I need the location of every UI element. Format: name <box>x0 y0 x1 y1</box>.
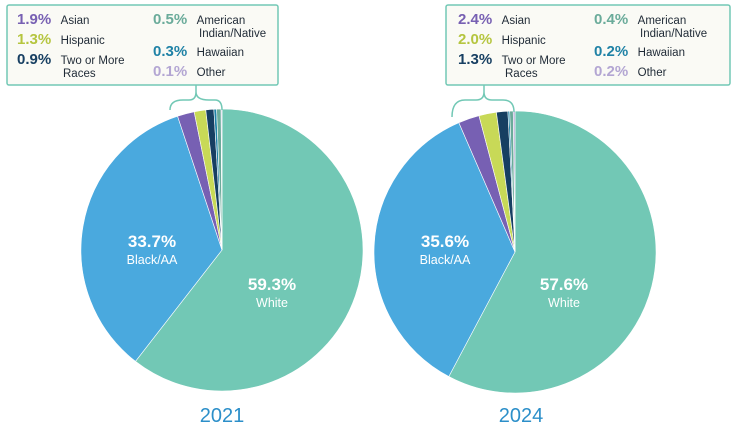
legend-item-two-more-2021: 0.9% Two or More <box>17 51 125 68</box>
pie-slices-2021 <box>80 108 364 392</box>
legend-item-two-more-line2-2021: Races <box>63 68 96 80</box>
legend-item-two-more-line2-2024: Races <box>505 68 538 80</box>
legend-item-asian-2021: 1.9% Asian <box>17 11 89 28</box>
year-label-2021: 2021 <box>200 405 245 427</box>
legend-item-american-2024: 0.4% American <box>594 11 686 28</box>
pie-chart-2021: 1.9% Asian 1.3% Hispanic 0.9% Two or Mor… <box>6 4 364 427</box>
pie-chart-2024: 2.4% Asian 2.0% Hispanic 1.3% Two or Mor… <box>373 4 731 427</box>
pie-slice-white-2024 <box>448 110 657 394</box>
white-pct-label-2024: 57.6% <box>540 275 588 294</box>
legend-item-american-2021: 0.5% American <box>153 11 245 28</box>
legend-item-other-2024: 0.2% Other <box>594 63 667 80</box>
black-name-label-2024: Black/AA <box>420 253 471 267</box>
legend-item-other-2021: 0.1% Other <box>153 63 226 80</box>
legend-item-hispanic-2024: 2.0% Hispanic <box>458 31 546 48</box>
white-pct-label-2021: 59.3% <box>248 275 296 294</box>
year-label-2024: 2024 <box>499 405 544 427</box>
white-name-label-2024: White <box>548 296 580 310</box>
white-name-label-2021: White <box>256 296 288 310</box>
legend-item-hispanic-2021: 1.3% Hispanic <box>17 31 105 48</box>
pie-slice-black-aa-2024 <box>373 122 516 377</box>
pie-slice-black-aa-2021 <box>80 115 223 362</box>
black-pct-label-2024: 35.6% <box>421 232 469 251</box>
legend-box-2024 <box>445 4 731 86</box>
legend-item-hawaiian-2021: 0.3% Hawaiian <box>153 43 244 60</box>
legend-item-american-line2-2021: Indian/Native <box>199 28 266 40</box>
pie-slice-white-2021 <box>135 108 364 392</box>
black-name-label-2021: Black/AA <box>127 253 178 267</box>
legend-item-hawaiian-2024: 0.2% Hawaiian <box>594 43 685 60</box>
black-pct-label-2021: 33.7% <box>128 232 176 251</box>
bracket-2021 <box>169 85 223 111</box>
legend-item-asian-2024: 2.4% Asian <box>458 11 530 28</box>
bracket-2024 <box>451 85 515 118</box>
pie-slices-2024 <box>373 110 657 394</box>
legend-box-2021 <box>6 4 279 86</box>
legend-item-two-more-2024: 1.3% Two or More <box>458 51 566 68</box>
legend-item-american-line2-2024: Indian/Native <box>640 28 707 40</box>
